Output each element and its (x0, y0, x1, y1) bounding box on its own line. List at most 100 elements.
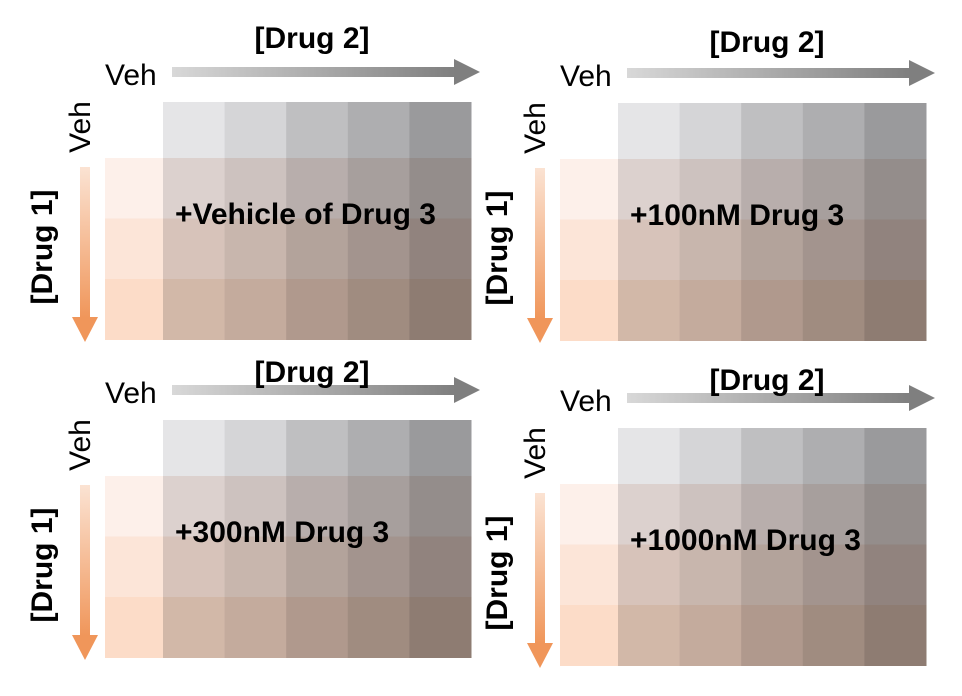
drug1-cell (105, 158, 164, 219)
drug1-arrow-head (527, 318, 553, 343)
drug2-arrow-head (909, 60, 935, 86)
combo-cell (618, 605, 681, 666)
combo-cell (409, 597, 472, 658)
combo-cell (802, 484, 865, 545)
drug2-cell (679, 428, 742, 485)
drug2-cell (224, 420, 287, 477)
veh-y-label: Veh (519, 427, 552, 479)
combo-cell (864, 280, 927, 341)
drug1-cell (105, 597, 164, 658)
combo-cell (741, 544, 804, 606)
combo-cell (679, 544, 742, 606)
combo-cell (864, 219, 927, 281)
combo-cell (224, 476, 287, 537)
drug2-cell (347, 420, 410, 477)
panel-title: +Vehicle of Drug 3 (175, 198, 436, 231)
drug1-label: [Drug 1] (26, 190, 59, 305)
combo-cell (224, 158, 287, 219)
drug1-cell (560, 484, 619, 545)
combo-cell (163, 218, 226, 280)
drug1-label: [Drug 1] (481, 191, 514, 306)
combo-cell (286, 218, 349, 280)
combo-cell (618, 484, 681, 545)
combo-cell (347, 158, 410, 219)
drug1-arrow (535, 168, 545, 319)
combo-cell (618, 159, 681, 220)
drug2-arrow (172, 67, 455, 77)
combo-cell (163, 279, 226, 340)
veh-x-label: Veh (560, 385, 612, 418)
drug1-arrow-head (72, 635, 98, 660)
combo-cell (864, 159, 927, 220)
combo-cell (286, 597, 349, 658)
drug2-label: [Drug 2] (710, 26, 825, 59)
drug1-cell (560, 159, 619, 220)
combo-cell (224, 597, 287, 658)
drug1-arrow-head (527, 643, 553, 668)
panel-title: +100nM Drug 3 (630, 199, 844, 232)
drug2-cell (286, 420, 349, 477)
drug2-arrow (627, 68, 910, 78)
drug1-cell (560, 605, 619, 666)
combo-cell (802, 544, 865, 606)
drug2-cell (163, 420, 226, 477)
combo-cell (802, 605, 865, 666)
panel-title: +1000nM Drug 3 (630, 524, 861, 557)
drug1-cell (105, 536, 164, 598)
veh-y-label: Veh (64, 101, 97, 153)
combo-cell (163, 476, 226, 537)
combo-cell (802, 159, 865, 220)
combo-cell (618, 219, 681, 281)
combo-cell (679, 219, 742, 281)
combo-cell (409, 218, 472, 280)
drug2-arrow (172, 385, 455, 395)
combo-cell (741, 219, 804, 281)
veh-x-label: Veh (105, 59, 157, 92)
combo-cell (618, 280, 681, 341)
combo-cell (347, 279, 410, 340)
drug2-arrow-head (454, 377, 480, 403)
drug1-arrow (80, 167, 90, 318)
veh-y-label: Veh (64, 419, 97, 471)
combo-cell (802, 219, 865, 281)
veh-y-label: Veh (519, 102, 552, 154)
combo-cell (679, 280, 742, 341)
combo-cell (224, 536, 287, 598)
drug2-cell (802, 103, 865, 160)
drug2-cell (864, 428, 927, 485)
combo-cell (409, 158, 472, 219)
drug2-arrow (627, 393, 910, 403)
drug2-cell (409, 102, 472, 159)
combo-cell (409, 279, 472, 340)
drug1-cell (560, 280, 619, 341)
combo-cell (163, 536, 226, 598)
drug2-arrow-head (909, 385, 935, 411)
drug2-cell (802, 428, 865, 485)
drug2-cell (163, 102, 226, 159)
drug2-cell (741, 428, 804, 485)
drug1-cell (105, 218, 164, 280)
drug1-cell (560, 219, 619, 281)
combo-cell (286, 536, 349, 598)
combo-cell (347, 597, 410, 658)
drug2-arrow-head (454, 59, 480, 85)
drug2-cell (864, 103, 927, 160)
combo-cell (163, 158, 226, 219)
drug2-cell (347, 102, 410, 159)
drug2-cell (618, 428, 681, 485)
combo-cell (864, 605, 927, 666)
combo-cell (679, 484, 742, 545)
combo-cell (347, 476, 410, 537)
drug1-cell (105, 279, 164, 340)
combo-cell (409, 536, 472, 598)
drug2-cell (618, 103, 681, 160)
drug1-cell (105, 476, 164, 537)
combo-cell (741, 280, 804, 341)
combo-cell (286, 476, 349, 537)
combo-cell (802, 280, 865, 341)
drug2-label: [Drug 2] (255, 356, 370, 389)
combo-cell (347, 218, 410, 280)
